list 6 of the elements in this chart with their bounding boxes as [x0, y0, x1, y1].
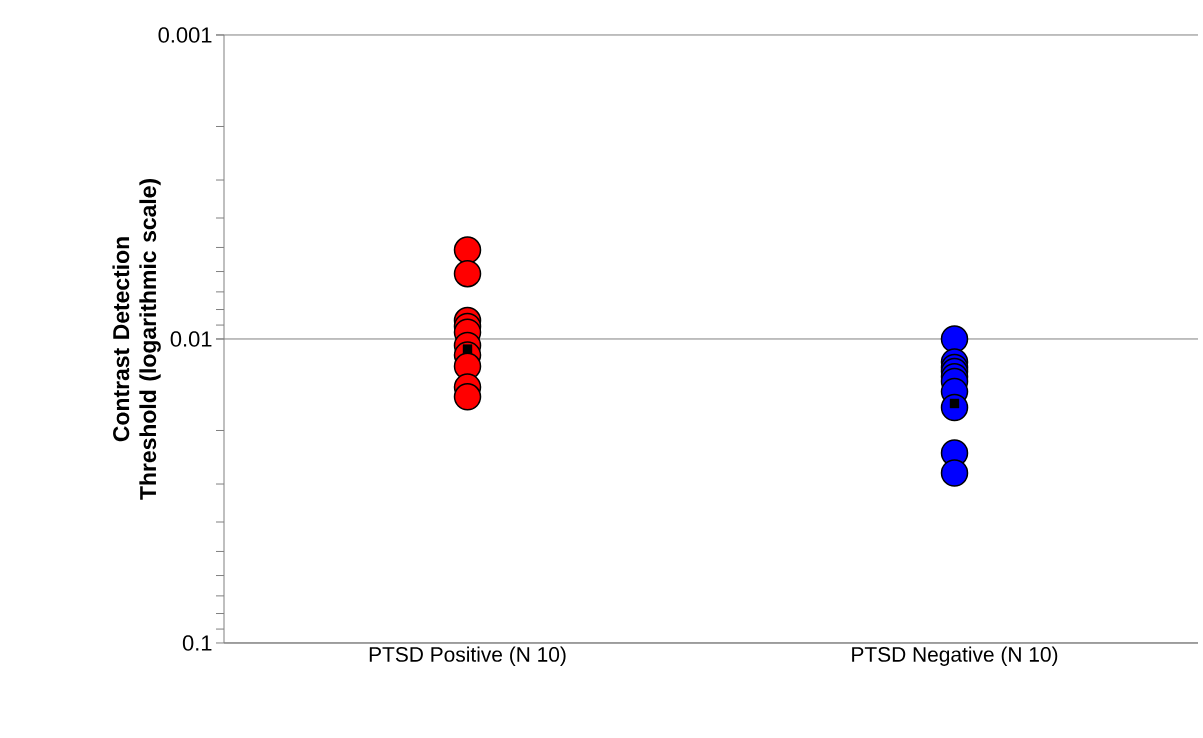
y-tick-label: 0.001	[158, 27, 212, 43]
x-tick-label: PTSD Negative (N 10)	[852, 646, 1058, 666]
x-tick-label: PTSD Positive (N 10)	[369, 646, 566, 666]
y-axis-title: Contrast Detection Threshold (logarithmic scale)	[112, 179, 161, 500]
y-tick-label: 0.01	[170, 331, 212, 347]
y-tick-label: 0.1	[182, 635, 212, 651]
